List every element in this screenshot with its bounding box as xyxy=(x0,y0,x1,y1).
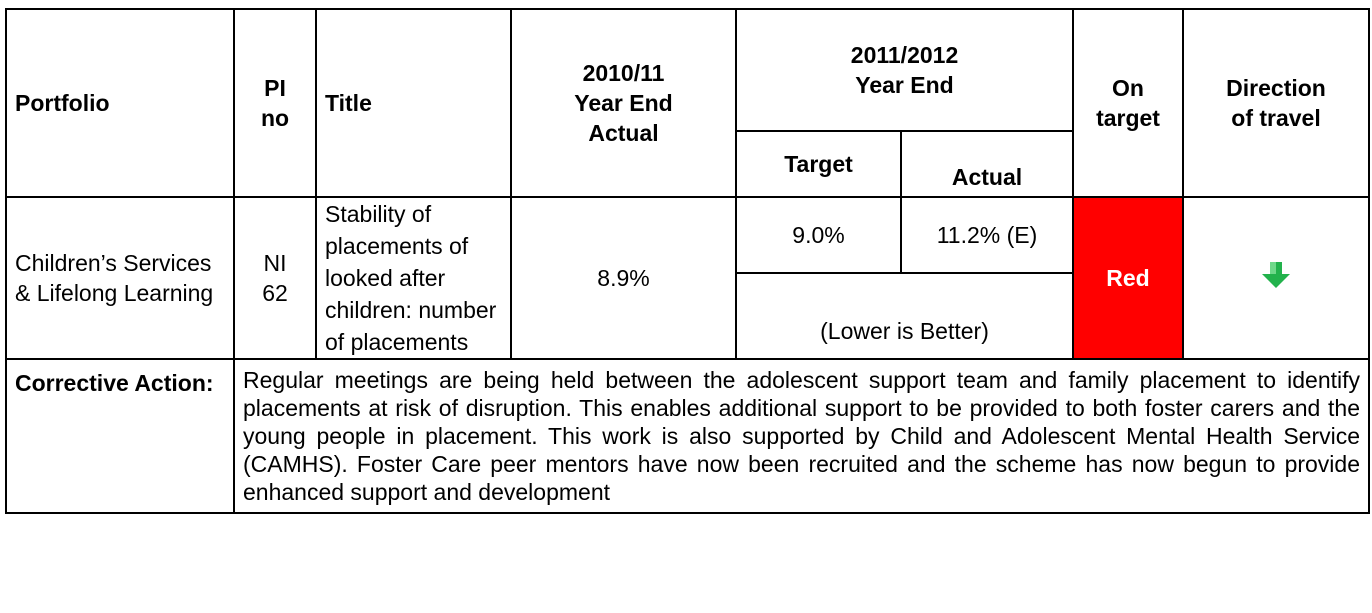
header-direction: Direction of travel xyxy=(1182,8,1371,198)
row-title: Stability of placements of looked after … xyxy=(315,196,512,360)
header-pi-no: PI no xyxy=(233,8,317,198)
row-actual: 11.2% (E) xyxy=(899,195,1075,275)
header-target: Target xyxy=(735,130,902,198)
corrective-label: Corrective Action: xyxy=(5,358,235,514)
header-actual-2010: 2010/11 Year End Actual xyxy=(510,8,737,198)
row-portfolio: Children’s Services & Lifelong Learning xyxy=(5,196,235,360)
row-on-target: Red xyxy=(1072,196,1185,360)
header-year-2011: 2011/2012 Year End xyxy=(734,8,1075,132)
header-on-target: On target xyxy=(1072,8,1185,198)
pi-table: Portfolio PI no Title 2010/11 Year End A… xyxy=(5,8,1371,514)
header-actual: Actual xyxy=(899,130,1075,198)
row-target: 9.0% xyxy=(735,195,902,275)
row-note: (Lower is Better) xyxy=(734,272,1075,360)
row-direction xyxy=(1182,196,1371,360)
row-actual-2010: 8.9% xyxy=(510,196,737,360)
corrective-text: Regular meetings are being held between … xyxy=(232,358,1371,514)
header-title: Title xyxy=(315,8,512,198)
header-portfolio: Portfolio xyxy=(5,8,235,198)
row-pi-no: NI 62 xyxy=(233,196,317,360)
down-arrow xyxy=(1262,261,1291,288)
